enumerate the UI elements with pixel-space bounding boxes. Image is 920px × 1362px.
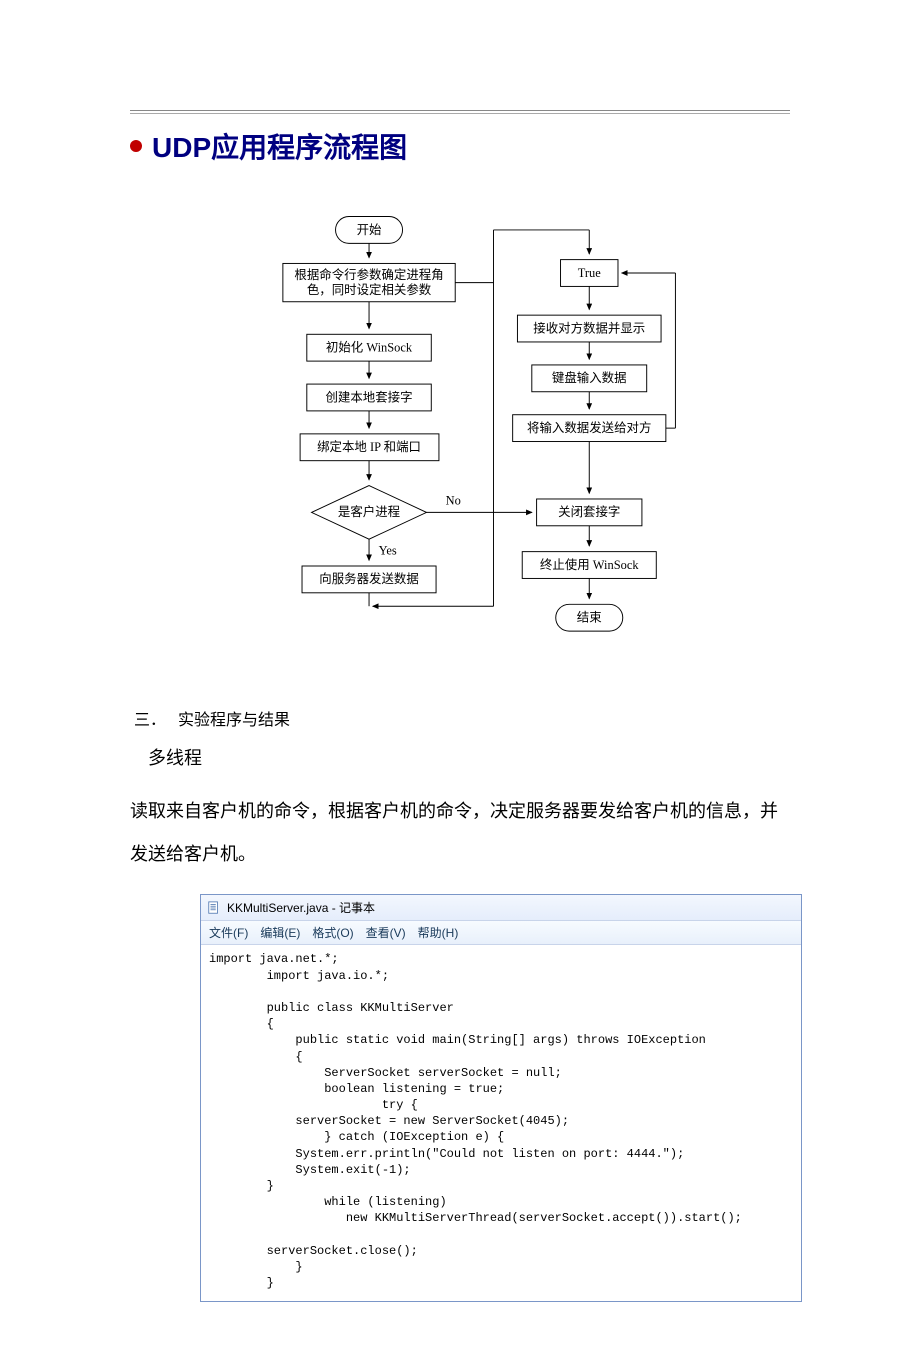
fc-n2: 初始化 WinSock <box>326 341 413 355</box>
flowchart: 开始 根据命令行参数确定进程角 色，同时设定相关参数 初始化 WinSock 创… <box>130 196 790 666</box>
fc-r5: 终止使用 WinSock <box>540 557 639 572</box>
fc-true: True <box>578 266 602 280</box>
menu-help[interactable]: 帮助(H) <box>418 924 459 941</box>
menu-format[interactable]: 格式(O) <box>312 924 353 941</box>
fc-n3: 创建本地套接字 <box>326 389 413 404</box>
menu-edit[interactable]: 编辑(E) <box>260 924 300 941</box>
fc-r3: 将输入数据发送给对方 <box>527 420 651 435</box>
bullet-icon <box>130 140 142 152</box>
section-sub: 多线程 <box>148 744 790 770</box>
fc-d1: 是客户进程 <box>338 504 400 519</box>
section-number-text: 三． <box>134 712 166 729</box>
fc-end: 结束 <box>577 611 602 625</box>
notepad-title: KKMultiServer.java - 记事本 <box>227 899 375 916</box>
fc-r4: 关闭套接字 <box>558 504 620 519</box>
fc-n1b: 色，同时设定相关参数 <box>307 282 432 297</box>
section-number: 三． 实验程序与结果 <box>134 706 790 730</box>
notepad-titlebar: KKMultiServer.java - 记事本 <box>201 895 801 921</box>
menu-view[interactable]: 查看(V) <box>366 924 406 941</box>
menu-file[interactable]: 文件(F) <box>209 924 248 941</box>
fc-r1: 接收对方数据并显示 <box>533 320 645 335</box>
fc-r2: 键盘输入数据 <box>552 370 627 385</box>
paragraph: 读取来自客户机的命令，根据客户机的命令，决定服务器要发给客户机的信息，并发送给客… <box>130 790 790 876</box>
heading: UDP应用程序流程图 <box>130 126 790 166</box>
fc-n4: 绑定本地 IP 和端口 <box>317 439 421 454</box>
fc-n1a: 根据命令行参数确定进程角 <box>294 267 443 282</box>
page-title: UDP应用程序流程图 <box>152 126 407 166</box>
fc-yes: Yes <box>379 544 397 558</box>
divider <box>130 110 790 111</box>
divider <box>130 113 790 114</box>
section-label: 实验程序与结果 <box>178 712 290 729</box>
fc-n5: 向服务器发送数据 <box>319 571 419 586</box>
notepad-window: KKMultiServer.java - 记事本 文件(F) 编辑(E) 格式(… <box>200 894 802 1302</box>
fc-no: No <box>446 494 461 508</box>
fc-start: 开始 <box>357 223 382 237</box>
notepad-code[interactable]: import java.net.*; import java.io.*; pub… <box>201 945 801 1301</box>
notepad-menubar: 文件(F) 编辑(E) 格式(O) 查看(V) 帮助(H) <box>201 921 801 945</box>
notepad-icon <box>207 901 221 915</box>
